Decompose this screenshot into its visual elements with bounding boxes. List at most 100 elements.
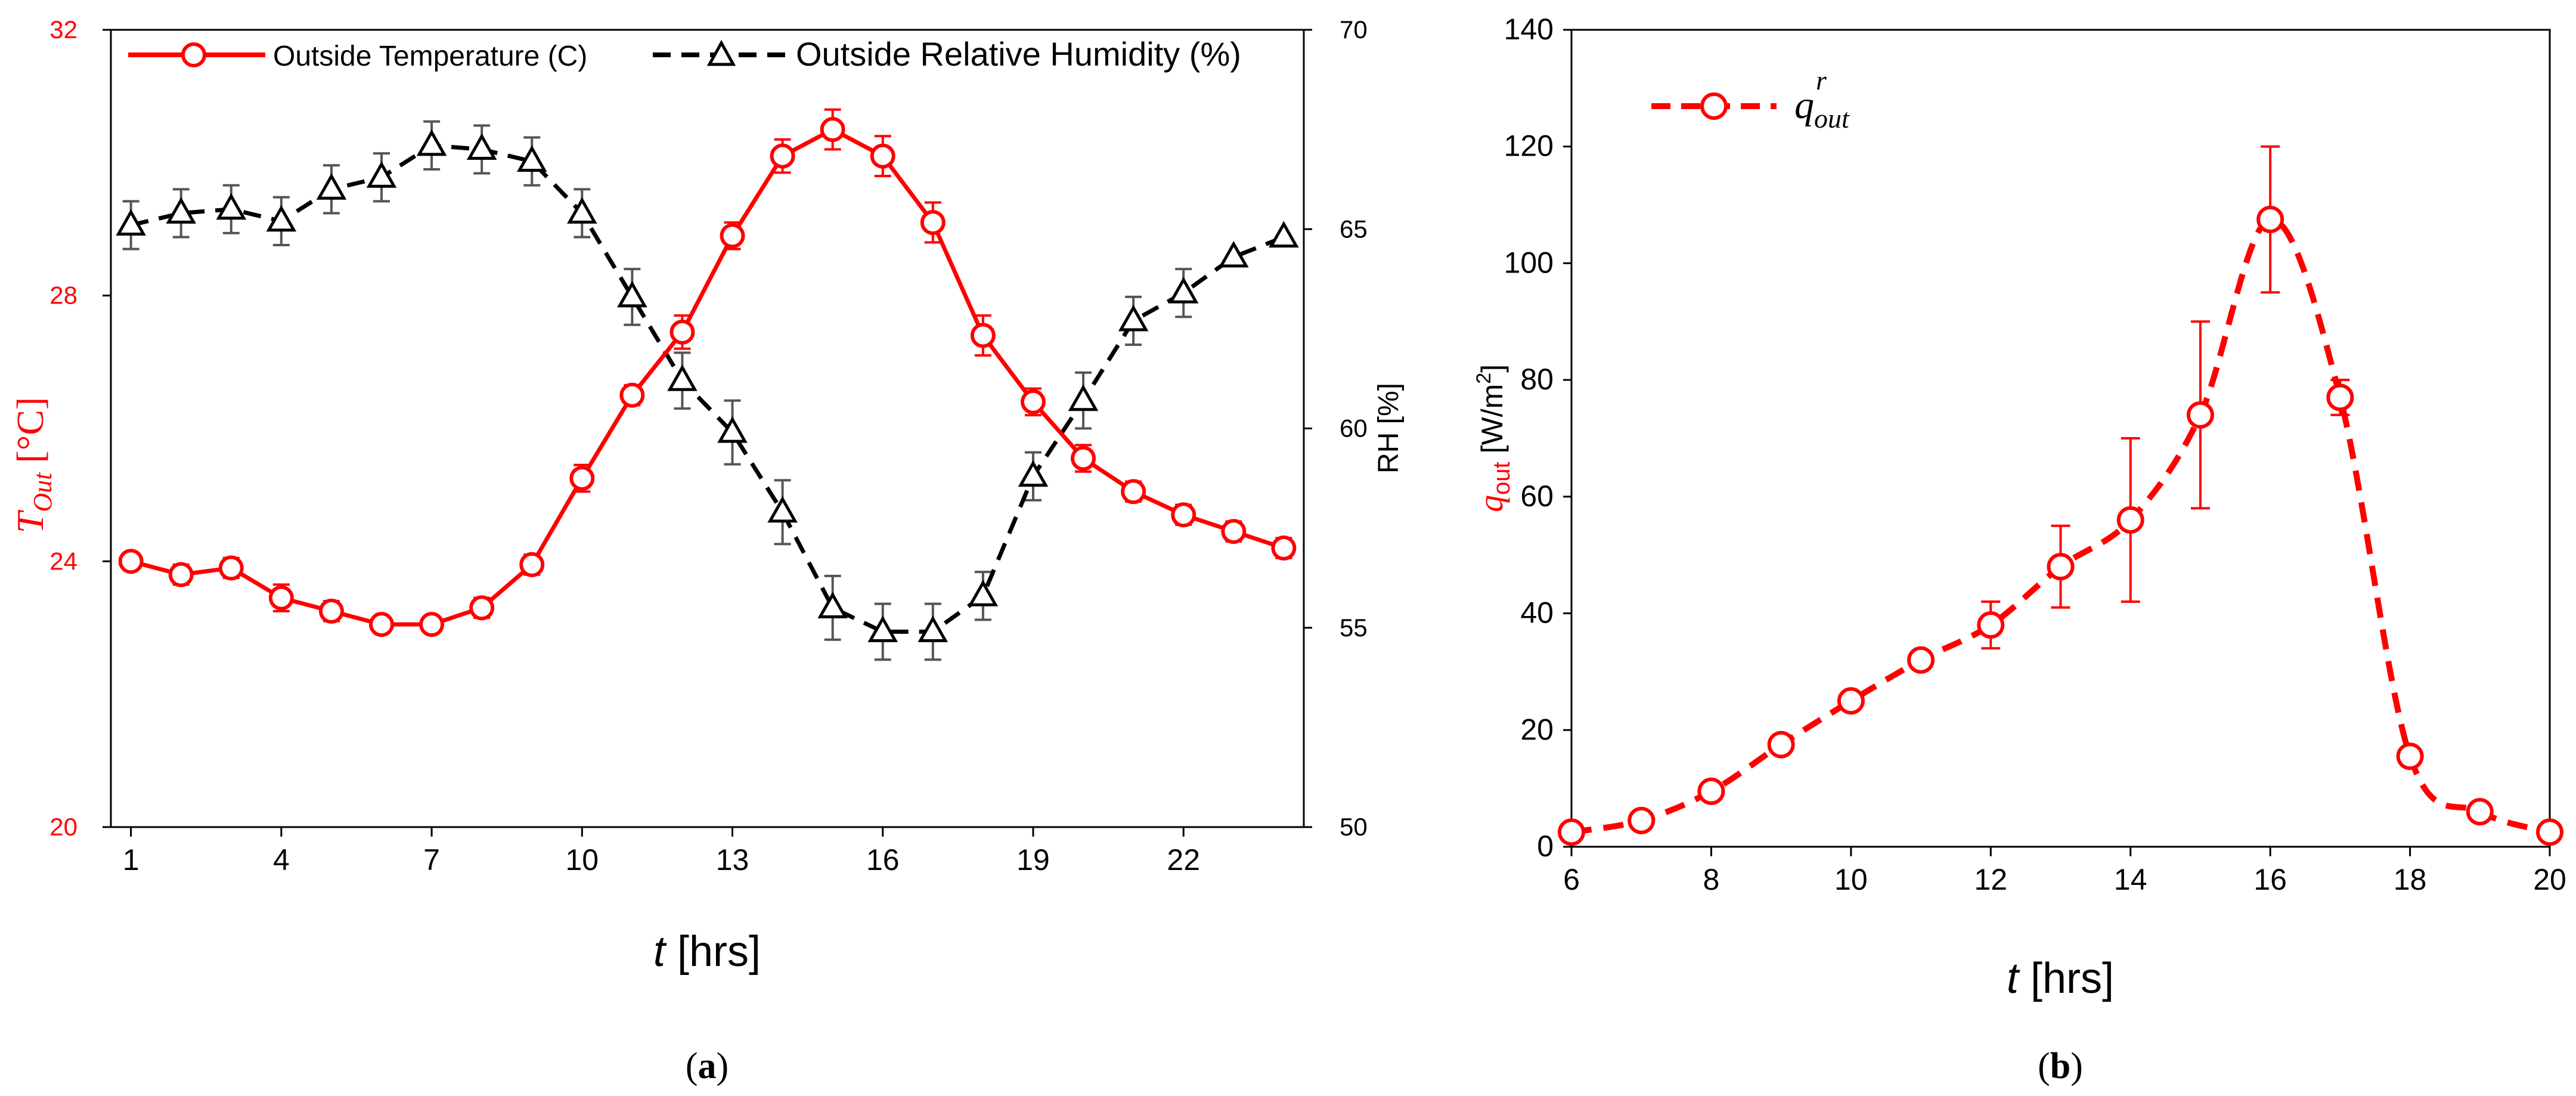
temperature-point — [820, 117, 845, 143]
humidity-point — [216, 193, 247, 220]
series-q-out — [1558, 145, 2563, 846]
x-tick-label: 16 — [2253, 863, 2287, 896]
panel-b-x-axis-title: t [hrs] — [2007, 955, 2114, 1002]
y-tick-label: 100 — [1504, 246, 1554, 279]
right-y-tick-label: 55 — [1340, 614, 1368, 642]
x-tick-label: 7 — [423, 843, 440, 877]
legend-temperature-label: Outside Temperature (C) — [273, 41, 587, 72]
humidity-point — [617, 280, 647, 308]
q-out-point — [2326, 383, 2354, 411]
x-tick-label: 13 — [716, 843, 749, 877]
y-tick-label: 40 — [1520, 596, 1554, 630]
legend-q-label: qoutr — [1794, 65, 1850, 134]
x-tick-label: 6 — [1563, 863, 1580, 896]
humidity-point — [416, 129, 447, 156]
temperature-point — [1171, 502, 1196, 528]
legend-temperature-marker — [181, 42, 206, 67]
q-out-point — [1558, 818, 1585, 846]
temperature-point — [870, 143, 895, 169]
humidity-point — [968, 580, 999, 606]
temperature-point — [469, 595, 495, 621]
x-tick-label: 22 — [1167, 843, 1200, 877]
q-out-point — [1697, 778, 1725, 806]
y-tick-label: 140 — [1504, 13, 1554, 46]
panel-b-label: (b) — [2038, 1046, 2083, 1086]
temperature-point — [118, 549, 144, 574]
left-y-tick-label: 20 — [49, 813, 78, 841]
panel-b-x-ticks: 6 8 10 12 14 16 18 20 — [1563, 847, 2566, 896]
legend-q-marker — [1700, 92, 1728, 120]
humidity-point — [917, 615, 948, 642]
legend-humidity-label: Outside Relative Humidity (%) — [796, 35, 1241, 73]
temperature-point — [1121, 479, 1146, 504]
humidity-point — [1118, 304, 1149, 332]
humidity-point — [516, 145, 547, 172]
x-tick-label: 19 — [1016, 843, 1050, 877]
temperature-point — [770, 143, 795, 169]
humidity-point — [316, 173, 347, 200]
x-tick-label: 10 — [565, 843, 599, 877]
x-tick-label: 12 — [1974, 863, 2007, 896]
x-tick-label: 14 — [2114, 863, 2147, 896]
humidity-point — [1168, 277, 1199, 304]
panel-a-left-y-ticks: 20 24 28 32 — [49, 16, 111, 841]
q-out-point — [2396, 742, 2424, 770]
temperature-point — [419, 612, 445, 637]
temperature-point — [970, 323, 996, 348]
panel-a-x-axis-title: t [hrs] — [653, 928, 761, 976]
legend-humidity-marker — [706, 39, 736, 66]
series-temperature — [118, 108, 1297, 637]
temperature-point — [218, 555, 244, 581]
humidity-point — [366, 161, 397, 188]
x-tick-label: 16 — [866, 843, 900, 877]
panel-a-right-y-ticks: 50 55 60 65 70 — [1304, 16, 1368, 841]
series-humidity — [116, 120, 1299, 661]
temperature-point — [920, 210, 946, 236]
q-out-point — [2116, 506, 2144, 534]
right-y-tick-label: 50 — [1340, 813, 1368, 841]
x-tick-label: 4 — [273, 843, 290, 877]
q-out-point — [1837, 687, 1865, 715]
temperature-point — [1271, 535, 1297, 561]
humidity-point — [567, 197, 597, 224]
left-y-tick-label: 32 — [49, 16, 78, 44]
x-tick-label: 18 — [2394, 863, 2427, 896]
q-out-point — [1767, 730, 1795, 758]
humidity-point — [466, 133, 497, 160]
humidity-point — [1269, 221, 1299, 248]
panel-a-left-y-axis-title: TOut [°C] — [9, 397, 57, 534]
panel-a-x-ticks: 1 4 7 10 13 16 19 22 — [123, 827, 1200, 877]
y-tick-label: 20 — [1520, 713, 1554, 746]
temperature-point — [1071, 445, 1096, 471]
panel-b-plot-frame — [1570, 29, 2551, 848]
panel-a: 1 4 7 10 13 16 19 22 20 24 28 32 50 55 60 65 70 Outsid… — [9, 16, 1405, 1086]
temperature-point — [720, 223, 745, 249]
x-tick-label: 10 — [1834, 863, 1868, 896]
temperature-point — [168, 562, 194, 587]
humidity-point — [266, 205, 297, 232]
panel-a-label: (a) — [686, 1046, 729, 1086]
q-out-point — [2186, 401, 2214, 429]
panel-a-right-y-axis-title: RH [%] — [1373, 383, 1405, 473]
temperature-point — [1020, 389, 1046, 414]
temperature-point — [619, 382, 645, 408]
x-tick-label: 1 — [123, 843, 140, 877]
q-out-point — [2536, 818, 2563, 846]
humidity-point — [166, 197, 196, 224]
left-y-tick-label: 28 — [49, 281, 78, 309]
right-y-tick-label: 65 — [1340, 215, 1368, 243]
humidity-point — [817, 592, 848, 618]
temperature-point — [669, 319, 695, 345]
humidity-point — [1068, 384, 1099, 411]
x-tick-label: 8 — [1703, 863, 1720, 896]
humidity-point — [667, 364, 698, 391]
right-y-tick-label: 60 — [1340, 414, 1368, 442]
temperature-point — [268, 585, 294, 611]
right-y-tick-label: 70 — [1340, 16, 1368, 44]
panel-a-series — [116, 108, 1299, 661]
temperature-point — [369, 612, 395, 637]
q-out-point — [2047, 553, 2075, 581]
y-tick-label: 120 — [1504, 129, 1554, 163]
